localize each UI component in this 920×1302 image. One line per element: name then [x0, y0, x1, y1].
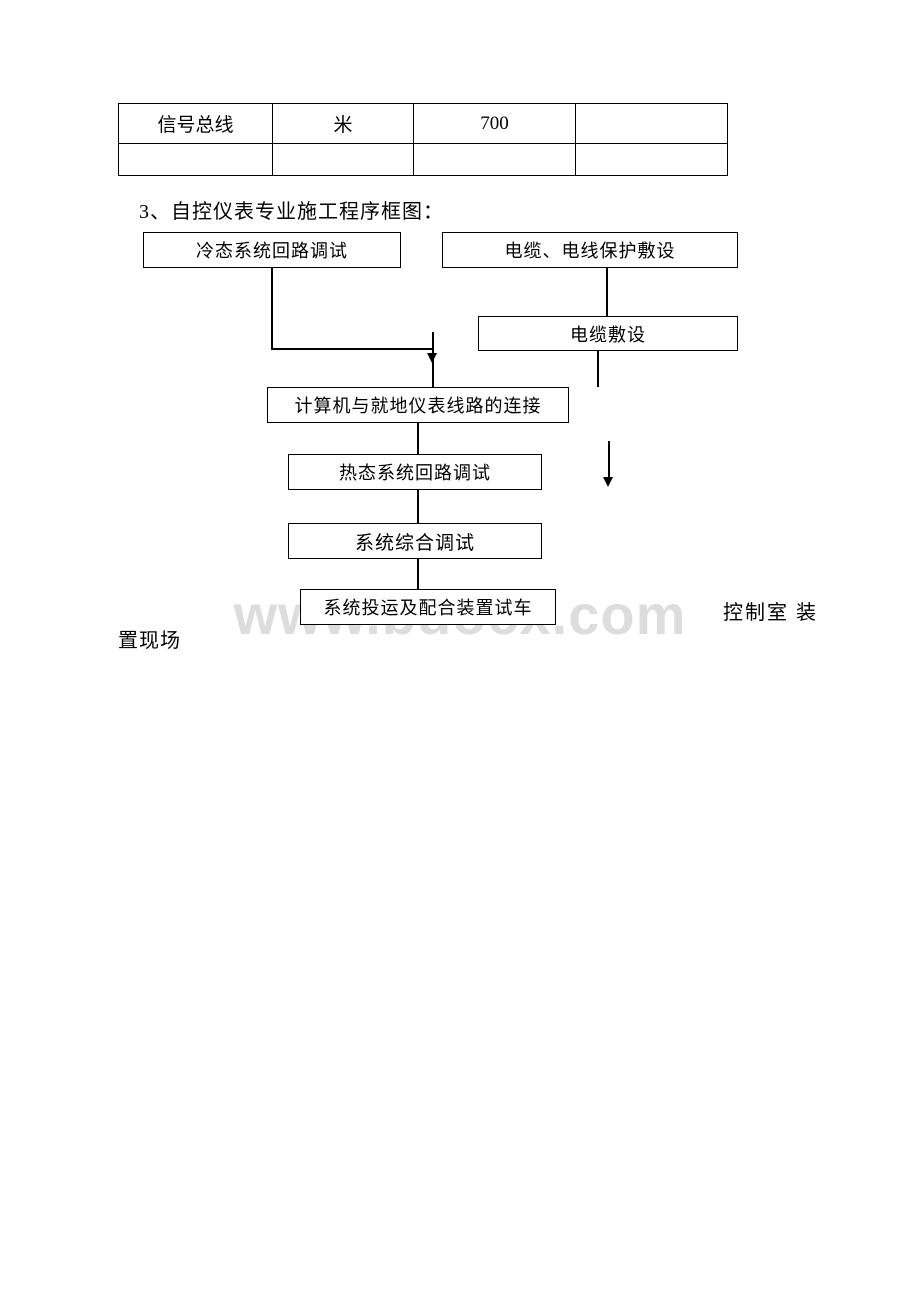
section-heading: 3、自控仪表专业施工程序框图： — [139, 195, 444, 224]
cell — [576, 104, 728, 144]
flow-box-conn: 计算机与就地仪表线路的连接 — [267, 387, 569, 423]
cell — [273, 144, 414, 176]
cell — [414, 144, 576, 176]
connector — [417, 559, 419, 589]
arrowhead-icon — [427, 353, 437, 363]
cell — [119, 144, 273, 176]
flowchart: 冷态系统回路调试 电缆、电线保护敷设 电缆敷设 计算机与就地仪表线路的连接 热态… — [0, 232, 920, 632]
flow-box-lay: 电缆敷设 — [478, 316, 738, 351]
table-row: 信号总线 米 700 — [119, 104, 728, 144]
connector — [271, 348, 434, 350]
connector — [608, 441, 610, 479]
arrowhead-icon — [603, 477, 613, 487]
connector — [606, 268, 608, 316]
flow-box-comp: 系统综合调试 — [288, 523, 542, 559]
label-control-room: 控制室 装 — [723, 596, 818, 625]
connector — [271, 268, 273, 349]
cell: 米 — [273, 104, 414, 144]
cell: 信号总线 — [119, 104, 273, 144]
material-table: 信号总线 米 700 — [118, 103, 728, 176]
flow-box-cold: 冷态系统回路调试 — [143, 232, 401, 268]
flow-box-cable: 电缆、电线保护敷设 — [442, 232, 738, 268]
table-row — [119, 144, 728, 176]
connector — [417, 423, 419, 454]
flow-box-hot: 热态系统回路调试 — [288, 454, 542, 490]
connector — [417, 490, 419, 523]
cell: 700 — [414, 104, 576, 144]
label-site: 置现场 — [118, 624, 181, 653]
cell — [576, 144, 728, 176]
connector — [597, 351, 599, 387]
flow-box-run: 系统投运及配合装置试车 — [300, 589, 556, 625]
